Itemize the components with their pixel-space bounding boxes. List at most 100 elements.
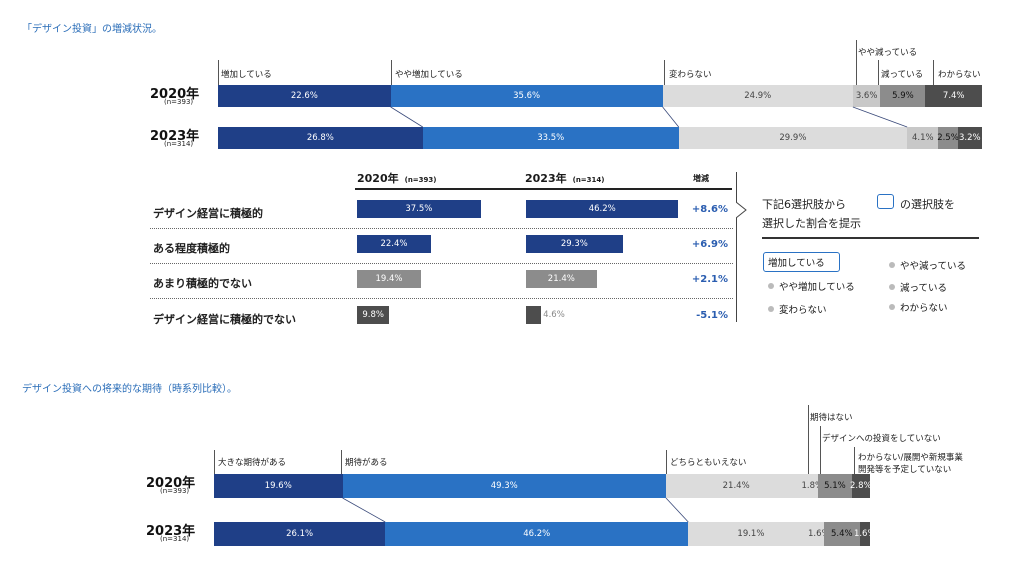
chart1-title: 「デザイン投資」の増減状況。 [22, 24, 162, 35]
connector-line [665, 497, 689, 523]
summary-bar-2020: 37.5% [357, 200, 481, 218]
summary-row-label: あまり積極的でない [153, 277, 252, 290]
summary-bar-2023-label: 21.4% [547, 274, 575, 284]
legend-dot [889, 304, 895, 310]
connector-line [852, 106, 908, 128]
bar-segment: 26.8% [218, 127, 423, 149]
bar-segment: 49.3% [342, 474, 666, 498]
category-label: 変わらない [669, 70, 712, 80]
category-label: どちらともいえない [670, 458, 747, 468]
category-tick [808, 405, 809, 474]
row-year-label: 2020年 [150, 87, 200, 102]
row-year-label: 2020年 [146, 476, 196, 491]
summary-bar-2023: 21.4% [526, 270, 597, 288]
bar-data-label: 49.3% [490, 481, 518, 491]
bar-segment: 22.6% [218, 85, 391, 107]
bar-data-label: 1.8% [801, 481, 824, 491]
bar-segment: 19.6% [214, 474, 343, 498]
category-label: 開発等を予定していない [858, 465, 952, 475]
summary-bar-2020-label: 19.4% [375, 274, 403, 284]
summary-bar-2023-label: 29.3% [560, 239, 588, 249]
legend-dot [768, 306, 774, 312]
bar-data-label: 2.5% [937, 133, 959, 143]
highlight-box-sample [877, 194, 894, 209]
legend-rule [762, 237, 979, 239]
category-label: 期待がある [345, 458, 388, 468]
bar-data-label: 22.6% [290, 91, 318, 101]
bar-segment: 3.2% [957, 127, 982, 149]
chart2-title: デザイン投資への将来的な期待（時系列比較）。 [22, 384, 237, 395]
connector-line [342, 497, 386, 523]
category-label: わからない/展開や新規事業 [858, 453, 963, 463]
summary-bar-2020: 22.4% [357, 235, 431, 253]
bar-data-label: 46.2% [523, 529, 551, 539]
row-year-label: 2023年 [146, 524, 196, 539]
summary-bar-2023-label: 4.6% [543, 310, 565, 320]
legend-item: 減っている [889, 280, 947, 294]
bar-data-label: 2.8% [850, 481, 872, 491]
category-tick [856, 40, 857, 85]
category-tick [666, 450, 667, 474]
summary-bar-2023-label: 46.2% [588, 204, 616, 214]
category-tick [218, 60, 219, 85]
bar-data-label: 29.9% [779, 133, 807, 143]
category-label: デザインへの投資をしていない [822, 434, 941, 444]
legend-label: 減っている [900, 283, 948, 294]
bar-segment: 21.4% [665, 474, 807, 498]
legend-label: 変わらない [779, 305, 827, 316]
bar-segment: 1.6% [808, 522, 830, 546]
category-label: 大きな期待がある [218, 458, 287, 468]
summary-row-label: ある程度積極的 [153, 242, 230, 255]
bar-segment: 35.6% [390, 85, 663, 107]
row-n-label: (n=393) [164, 98, 194, 106]
summary-bar-2023: 4.6% [526, 306, 565, 324]
bracket-arrow [736, 202, 747, 219]
bar-segment: 26.1% [214, 522, 386, 546]
legend-item: やや減っている [889, 258, 966, 272]
bar-segment: 24.9% [662, 85, 853, 107]
bar-segment: 4.1% [907, 127, 939, 149]
category-tick [214, 450, 215, 474]
bar-data-label: 19.1% [737, 529, 765, 539]
category-tick [664, 60, 665, 85]
bar-data-label: 4.1% [911, 133, 934, 143]
bar-segment: 29.9% [678, 127, 908, 149]
summary-bar-2023: 46.2% [526, 200, 679, 218]
summary-diff: +8.6% [691, 204, 728, 215]
col-header-2023: 2023年 (n=314) [525, 172, 605, 185]
col-header-2023-n: (n=314) [572, 176, 605, 184]
summary-row-label: デザイン経営に積極的でない [153, 313, 296, 326]
bar-data-label: 5.1% [824, 481, 846, 491]
bar-data-label: 5.9% [892, 91, 914, 101]
summary-diff: +2.1% [691, 274, 728, 285]
bar-data-label: 19.6% [264, 481, 292, 491]
bar-segment: 1.6% [854, 522, 876, 546]
bar-data-label: 26.1% [286, 529, 314, 539]
bar-data-label: 21.4% [722, 481, 750, 491]
row-n-label: (n=393) [160, 487, 190, 495]
bar-segment: 33.5% [422, 127, 679, 149]
summary-row-label: デザイン経営に積極的 [153, 207, 263, 220]
col-header-2020-n: (n=393) [404, 176, 437, 184]
row-n-label: (n=314) [164, 140, 194, 148]
category-label: わからない [938, 70, 981, 80]
col-header-diff: 増減 [693, 174, 709, 183]
category-label: 増加している [221, 70, 272, 80]
bar-data-label: 3.2% [958, 133, 981, 143]
legend-dot [768, 283, 774, 289]
bar-segment: 5.4% [824, 522, 860, 546]
bar-data-label: 5.4% [830, 529, 853, 539]
legend-item: 変わらない [768, 302, 827, 316]
bar-segment: 7.4% [925, 85, 982, 107]
note-line-b: の選択肢を [900, 198, 955, 211]
bar-segment: 5.1% [818, 474, 852, 498]
header-rule [355, 188, 732, 190]
legend-label: わからない [900, 303, 948, 314]
bar-data-label: 3.6% [855, 91, 878, 101]
col-header-2020: 2020年 (n=393) [357, 172, 437, 185]
summary-diff: +6.9% [691, 239, 728, 250]
bar-data-label: 33.5% [537, 133, 565, 143]
bar-data-label: 7.4% [942, 91, 965, 101]
note-line-a: 下記6選択肢から [762, 198, 846, 211]
bar-data-label: 24.9% [744, 91, 772, 101]
